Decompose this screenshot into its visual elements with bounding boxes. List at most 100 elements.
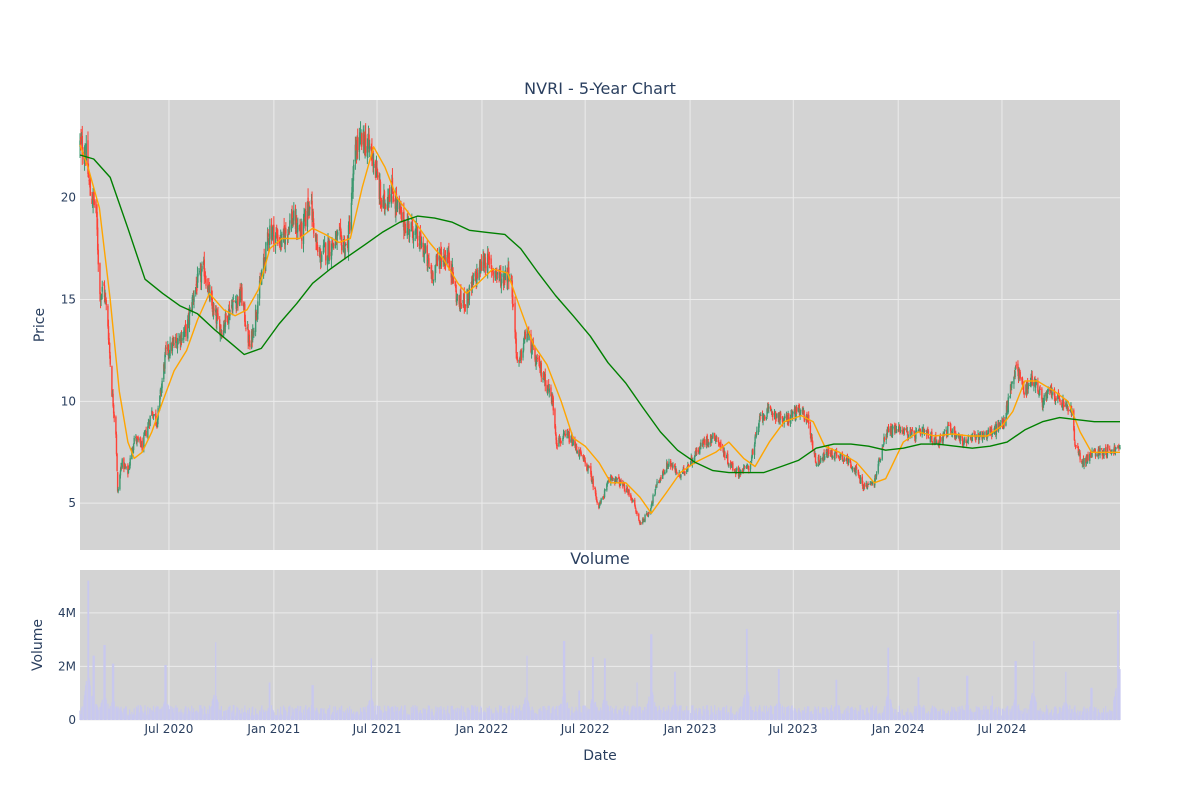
- volume-bar: [732, 714, 734, 720]
- candle-decreasing: [961, 438, 964, 446]
- volume-bar: [302, 709, 305, 720]
- volume-bar: [381, 711, 383, 720]
- volume-bar: [217, 702, 219, 720]
- volume-bar: [389, 708, 391, 720]
- volume-bar: [1007, 715, 1009, 720]
- candle-increasing: [222, 324, 225, 336]
- candle-increasing: [790, 414, 792, 420]
- candle-decreasing: [718, 443, 720, 445]
- candle-decreasing: [400, 210, 403, 223]
- candle-increasing: [875, 473, 878, 477]
- candle-decreasing: [440, 250, 442, 254]
- candle-decreasing: [464, 304, 467, 306]
- volume-bar: [756, 711, 758, 720]
- candle-increasing: [352, 164, 355, 175]
- candle-increasing: [825, 449, 828, 456]
- volume-bar: [97, 709, 99, 720]
- candle-increasing: [1009, 384, 1012, 395]
- candle-increasing: [354, 144, 357, 162]
- candle-decreasing: [299, 227, 301, 233]
- candle-decreasing: [99, 263, 101, 295]
- candle-increasing: [351, 186, 353, 202]
- candle-decreasing: [112, 404, 115, 414]
- candle-decreasing: [1094, 450, 1096, 453]
- candle-decreasing: [688, 465, 690, 467]
- x-tick-label: Jul 2020: [144, 722, 194, 736]
- candle-increasing: [945, 430, 947, 432]
- candle-decreasing: [512, 295, 514, 308]
- candle-increasing: [762, 416, 764, 421]
- candle-increasing: [193, 295, 195, 302]
- volume-bar: [528, 706, 530, 720]
- volume-bar: [105, 699, 107, 720]
- candle-decreasing: [291, 211, 293, 224]
- volume-bar: [383, 705, 386, 720]
- price-y-tick-label: 5: [68, 496, 76, 510]
- candle-decreasing: [116, 453, 118, 472]
- candle-decreasing: [551, 396, 554, 399]
- volume-bar: [385, 710, 387, 720]
- candle-decreasing: [887, 426, 890, 433]
- candle-increasing: [738, 475, 740, 477]
- candle-decreasing: [774, 412, 777, 420]
- volume-bar: [951, 709, 953, 720]
- candle-decreasing: [1034, 378, 1036, 386]
- candle-increasing: [212, 307, 215, 317]
- candle-decreasing: [1058, 398, 1061, 402]
- candle-increasing: [169, 342, 171, 357]
- candle-increasing: [164, 354, 166, 369]
- volume-bar: [349, 706, 351, 720]
- candle-increasing: [903, 430, 905, 434]
- long-moving-average-line: [79, 154, 1120, 474]
- volume-bar: [712, 712, 714, 720]
- candle-increasing: [683, 472, 686, 474]
- volume-bar: [814, 707, 817, 720]
- volume-bar: [939, 709, 941, 720]
- candle-increasing: [201, 265, 203, 271]
- candle-increasing: [999, 423, 1001, 428]
- volume-bar: [572, 712, 574, 720]
- candle-increasing: [236, 300, 238, 308]
- candle-decreasing: [902, 431, 904, 433]
- candle-decreasing: [488, 256, 491, 260]
- x-tick-label: Jul 2023: [768, 722, 818, 736]
- volume-bar: [227, 709, 229, 720]
- candle-decreasing: [841, 452, 844, 460]
- candle-decreasing: [837, 455, 840, 457]
- candle-decreasing: [514, 331, 517, 340]
- candle-increasing: [268, 238, 270, 243]
- candle-decreasing: [408, 223, 410, 234]
- volume-bar: [1047, 714, 1049, 720]
- volume-bar: [666, 711, 668, 720]
- volume-bar: [547, 705, 549, 720]
- volume-bar: [725, 705, 728, 720]
- candle-decreasing: [835, 450, 838, 456]
- candle-increasing: [1078, 452, 1080, 454]
- candle-decreasing: [919, 428, 921, 430]
- volume-bar: [995, 707, 997, 720]
- volume-bar: [1007, 706, 1009, 720]
- volume-bar: [428, 705, 431, 720]
- volume-bar: [301, 712, 303, 720]
- candle-decreasing: [883, 438, 886, 440]
- volume-bar: [620, 711, 622, 720]
- candle-decreasing: [116, 472, 119, 492]
- candle-increasing: [766, 409, 768, 417]
- candle-increasing: [412, 238, 415, 241]
- candle-decreasing: [623, 484, 626, 492]
- candle-decreasing: [769, 406, 772, 409]
- candle-increasing: [754, 436, 756, 444]
- candle-increasing: [1029, 382, 1032, 384]
- candle-decreasing: [492, 272, 495, 275]
- volume-bar: [1095, 707, 1097, 720]
- candle-increasing: [745, 466, 748, 469]
- volume-bar: [556, 705, 558, 720]
- candle-decreasing: [436, 256, 439, 260]
- volume-bar: [1002, 708, 1004, 720]
- candle-increasing: [795, 405, 797, 418]
- candle-decreasing: [554, 426, 557, 434]
- candle-decreasing: [1041, 388, 1043, 400]
- volume-y-tick-label: 2M: [58, 659, 76, 673]
- volume-bar: [855, 714, 858, 720]
- volume-bar: [213, 694, 215, 720]
